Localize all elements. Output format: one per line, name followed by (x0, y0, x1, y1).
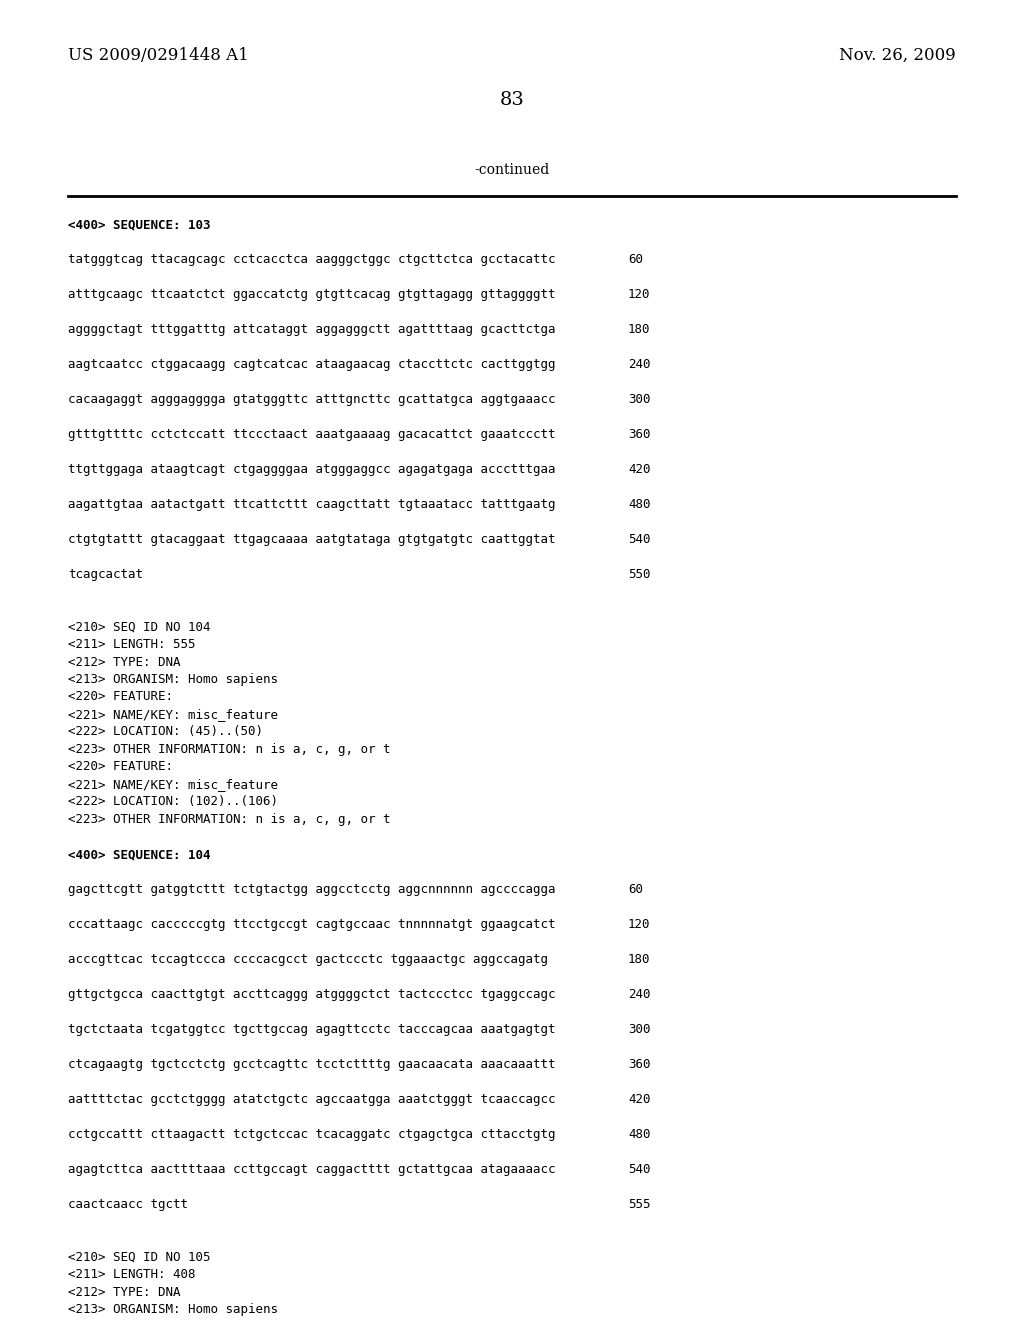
Text: cacaagaggt agggagggga gtatgggttc atttgncttc gcattatgca aggtgaaacc: cacaagaggt agggagggga gtatgggttc atttgnc… (68, 393, 555, 407)
Text: Nov. 26, 2009: Nov. 26, 2009 (840, 46, 956, 63)
Text: tcagcactat: tcagcactat (68, 568, 143, 581)
Text: <400> SEQUENCE: 103: <400> SEQUENCE: 103 (68, 218, 211, 231)
Text: 550: 550 (628, 568, 650, 581)
Text: gtttgttttc cctctccatt ttccctaact aaatgaaaag gacacattct gaaatccctt: gtttgttttc cctctccatt ttccctaact aaatgaa… (68, 428, 555, 441)
Text: aggggctagt tttggatttg attcataggt aggagggctt agattttaag gcacttctga: aggggctagt tttggatttg attcataggt aggaggg… (68, 323, 555, 337)
Text: tatgggtcag ttacagcagc cctcacctca aagggctggc ctgcttctca gcctacattc: tatgggtcag ttacagcagc cctcacctca aagggct… (68, 253, 555, 267)
Text: 480: 480 (628, 498, 650, 511)
Text: 555: 555 (628, 1199, 650, 1210)
Text: agagtcttca aacttttaaa ccttgccagt caggactttt gctattgcaa atagaaaacc: agagtcttca aacttttaaa ccttgccagt caggact… (68, 1163, 555, 1176)
Text: aagattgtaa aatactgatt ttcattcttt caagcttatt tgtaaatacc tatttgaatg: aagattgtaa aatactgatt ttcattcttt caagctt… (68, 498, 555, 511)
Text: <221> NAME/KEY: misc_feature: <221> NAME/KEY: misc_feature (68, 708, 278, 721)
Text: <223> OTHER INFORMATION: n is a, c, g, or t: <223> OTHER INFORMATION: n is a, c, g, o… (68, 743, 390, 756)
Text: <212> TYPE: DNA: <212> TYPE: DNA (68, 1286, 180, 1299)
Text: <210> SEQ ID NO 104: <210> SEQ ID NO 104 (68, 620, 211, 634)
Text: aattttctac gcctctgggg atatctgctc agccaatgga aaatctgggt tcaaccagcc: aattttctac gcctctgggg atatctgctc agccaat… (68, 1093, 555, 1106)
Text: 83: 83 (500, 91, 524, 110)
Text: <210> SEQ ID NO 105: <210> SEQ ID NO 105 (68, 1250, 211, 1263)
Text: 360: 360 (628, 428, 650, 441)
Text: 420: 420 (628, 463, 650, 477)
Text: <221> NAME/KEY: misc_feature: <221> NAME/KEY: misc_feature (68, 777, 278, 791)
Text: 480: 480 (628, 1129, 650, 1140)
Text: ttgttggaga ataagtcagt ctgaggggaa atgggaggcc agagatgaga accctttgaa: ttgttggaga ataagtcagt ctgaggggaa atgggag… (68, 463, 555, 477)
Text: cccattaagc cacccccgtg ttcctgccgt cagtgccaac tnnnnnatgt ggaagcatct: cccattaagc cacccccgtg ttcctgccgt cagtgcc… (68, 917, 555, 931)
Text: 180: 180 (628, 953, 650, 966)
Text: <212> TYPE: DNA: <212> TYPE: DNA (68, 656, 180, 668)
Text: aagtcaatcc ctggacaagg cagtcatcac ataagaacag ctaccttctc cacttggtgg: aagtcaatcc ctggacaagg cagtcatcac ataagaa… (68, 358, 555, 371)
Text: 240: 240 (628, 358, 650, 371)
Text: US 2009/0291448 A1: US 2009/0291448 A1 (68, 46, 249, 63)
Text: tgctctaata tcgatggtcc tgcttgccag agagttcctc tacccagcaa aaatgagtgt: tgctctaata tcgatggtcc tgcttgccag agagttc… (68, 1023, 555, 1036)
Text: acccgttcac tccagtccca ccccacgcct gactccctc tggaaactgc aggccagatg: acccgttcac tccagtccca ccccacgcct gactccc… (68, 953, 548, 966)
Text: <400> SEQUENCE: 104: <400> SEQUENCE: 104 (68, 847, 211, 861)
Text: ctgtgtattt gtacaggaat ttgagcaaaa aatgtataga gtgtgatgtc caattggtat: ctgtgtattt gtacaggaat ttgagcaaaa aatgtat… (68, 533, 555, 546)
Text: <223> OTHER INFORMATION: n is a, c, g, or t: <223> OTHER INFORMATION: n is a, c, g, o… (68, 813, 390, 826)
Text: 360: 360 (628, 1059, 650, 1071)
Text: 240: 240 (628, 987, 650, 1001)
Text: 120: 120 (628, 288, 650, 301)
Text: <211> LENGTH: 555: <211> LENGTH: 555 (68, 638, 196, 651)
Text: 60: 60 (628, 253, 643, 267)
Text: <220> FEATURE:: <220> FEATURE: (68, 690, 173, 704)
Text: gagcttcgtt gatggtcttt tctgtactgg aggcctcctg aggcnnnnnn agccccagga: gagcttcgtt gatggtcttt tctgtactgg aggcctc… (68, 883, 555, 896)
Text: 300: 300 (628, 393, 650, 407)
Text: <213> ORGANISM: Homo sapiens: <213> ORGANISM: Homo sapiens (68, 673, 278, 686)
Text: <222> LOCATION: (102)..(106): <222> LOCATION: (102)..(106) (68, 796, 278, 808)
Text: 60: 60 (628, 883, 643, 896)
Text: 300: 300 (628, 1023, 650, 1036)
Text: 420: 420 (628, 1093, 650, 1106)
Text: ctcagaagtg tgctcctctg gcctcagttc tcctcttttg gaacaacata aaacaaattt: ctcagaagtg tgctcctctg gcctcagttc tcctctt… (68, 1059, 555, 1071)
Text: <211> LENGTH: 408: <211> LENGTH: 408 (68, 1269, 196, 1280)
Text: <222> LOCATION: (45)..(50): <222> LOCATION: (45)..(50) (68, 726, 263, 738)
Text: <213> ORGANISM: Homo sapiens: <213> ORGANISM: Homo sapiens (68, 1303, 278, 1316)
Text: gttgctgcca caacttgtgt accttcaggg atggggctct tactccctcc tgaggccagc: gttgctgcca caacttgtgt accttcaggg atggggc… (68, 987, 555, 1001)
Text: 540: 540 (628, 1163, 650, 1176)
Text: 120: 120 (628, 917, 650, 931)
Text: -continued: -continued (474, 162, 550, 177)
Text: 540: 540 (628, 533, 650, 546)
Text: cctgccattt cttaagactt tctgctccac tcacaggatc ctgagctgca cttacctgtg: cctgccattt cttaagactt tctgctccac tcacagg… (68, 1129, 555, 1140)
Text: atttgcaagc ttcaatctct ggaccatctg gtgttcacag gtgttagagg gttaggggtt: atttgcaagc ttcaatctct ggaccatctg gtgttca… (68, 288, 555, 301)
Text: caactcaacc tgctt: caactcaacc tgctt (68, 1199, 188, 1210)
Text: <220> FEATURE:: <220> FEATURE: (68, 760, 173, 774)
Text: 180: 180 (628, 323, 650, 337)
